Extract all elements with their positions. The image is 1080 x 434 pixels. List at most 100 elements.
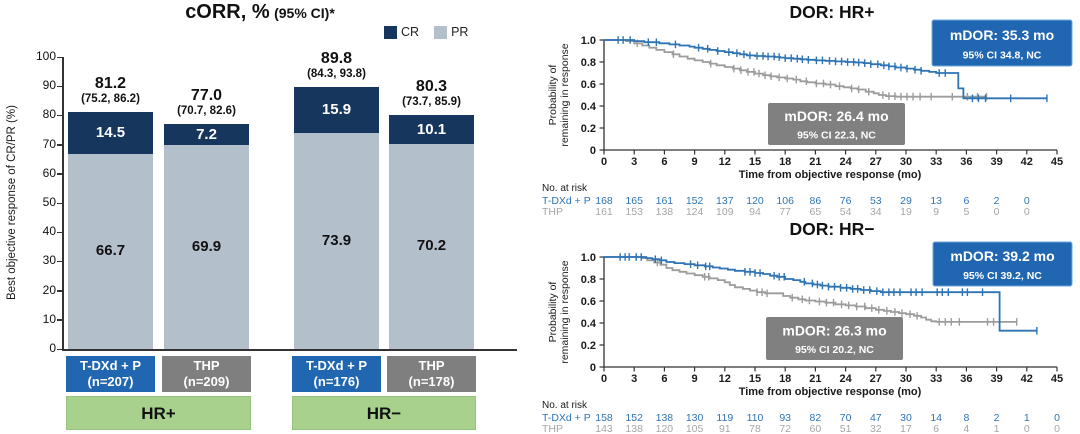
bar-y-tick-label: 10 [42,311,56,326]
mdor-ci: 95% CI 34.8, NC [963,50,1042,62]
km-x-tick-label: 21 [809,156,821,168]
bar-total-label: 77.0 [190,86,223,104]
risk-value: 72 [779,423,791,434]
km-x-axis-label: Time from objective response (mo) [739,169,922,181]
risk-value: 54 [840,206,852,217]
bar-y-tick-label: 0 [49,341,56,355]
arm-n: (n=176) [313,374,360,389]
risk-value: 34 [870,206,882,217]
risk-value: 1 [1024,412,1030,424]
risk-value: 130 [686,412,704,424]
arm-n: (n=207) [87,374,134,389]
risk-value: 109 [716,206,734,217]
risk-value: 158 [595,412,613,424]
arm-name: T-DXd + P [79,358,142,373]
risk-value: 0 [1054,423,1060,434]
arm-label-box: T-DXd + P (n=176) [292,356,381,392]
risk-value: 0 [1024,206,1030,217]
km-x-tick-label: 30 [900,373,912,385]
km-x-tick-label: 0 [601,373,607,385]
risk-value: 152 [686,195,704,207]
bar-y-tick-label: 90 [42,78,56,93]
km-x-tick-label: 39 [990,156,1002,168]
km-x-tick-label: 27 [870,373,882,385]
bar-ci-label: (84.3, 93.8) [307,67,366,80]
km-x-tick-label: 42 [1021,373,1033,385]
km-y-tick-label: 1.0 [581,252,596,264]
risk-value: 161 [656,195,674,207]
arm-label-box: THP (n=209) [162,356,251,392]
bar-segment-pr: 66.7 [68,154,153,349]
bar-y-tick [57,231,62,234]
mdor-value: mDOR: 26.3 mo [782,322,886,338]
bar-y-tick [57,202,62,204]
km-x-tick-label: 24 [839,156,852,168]
mdor-ci: 95% CI 39.2, NC [963,270,1042,282]
bar-y-tick-label: 30 [42,253,56,268]
arm-n: (n=178) [408,374,455,389]
risk-value: 138 [656,206,674,217]
risk-value: 168 [595,195,613,207]
risk-value: 8 [963,412,969,424]
risk-value: 29 [900,195,912,207]
risk-row-name-tdxd: T-DXd + P [542,195,591,207]
risk-value: 65 [810,206,822,217]
risk-value: 14 [930,412,942,424]
km-panel-hr-negative: DOR: HR− Probability of remaining in res… [540,217,1080,434]
mdor-ci: 95% CI 20.2, NC [795,344,874,356]
km-x-tick-label: 0 [601,156,607,168]
bar-y-tick [57,260,62,263]
bar-x-axis [62,349,517,351]
bar-total-label: 81.2 [94,74,127,92]
risk-value: 94 [749,206,761,217]
cr-swatch-icon [384,25,397,39]
bar-y-tick-label: 20 [42,282,56,297]
risk-row-name-thp: THP [542,206,563,217]
risk-value: 77 [779,206,791,217]
arm-n: (n=209) [183,374,230,389]
risk-value: 1 [994,423,1000,434]
km-x-tick-label: 42 [1021,156,1033,168]
risk-value: 19 [900,206,912,217]
km-x-tick-label: 18 [779,156,791,168]
arm-name: THP [418,358,445,373]
risk-value: 152 [625,412,643,424]
mdor-box-thp [766,317,903,360]
bar-y-tick [57,348,62,350]
bar-y-tick [57,56,62,58]
risk-value: 165 [625,195,643,207]
km-y-axis-label-line2: remaining in response [559,260,571,363]
bar-chart-legend: CR PR [384,25,468,39]
risk-value: 138 [625,423,643,434]
mdor-value: mDOR: 39.2 mo [950,248,1054,264]
risk-value: 51 [840,423,852,434]
km-y-tick-label: 0.2 [581,123,596,135]
km-curve-thp [604,39,987,98]
risk-value: 0 [994,206,1000,217]
risk-value: 0 [1054,412,1060,424]
km-x-tick-label: 30 [900,156,912,168]
risk-row-name-tdxd: T-DXd + P [542,412,591,424]
km-x-tick-label: 27 [870,156,882,168]
bar-y-tick [57,85,62,88]
risk-value: 0 [1024,423,1030,434]
legend-item-pr: PR [434,25,468,39]
bar-ci-label: (73.7, 85.9) [402,95,461,108]
km-x-tick-label: 9 [692,373,698,385]
pr-swatch-icon [434,25,448,39]
bar-segment-cr: 7.2 [164,123,249,145]
risk-value: 5 [963,206,969,217]
risk-value: 120 [746,195,764,207]
risk-value: 60 [810,423,822,434]
km-x-tick-label: 39 [990,373,1002,385]
group-label-box: HR+ [66,396,251,430]
risk-value: 93 [779,412,791,424]
bar-segment-cr: 10.1 [389,114,474,144]
risk-value: 30 [900,412,912,424]
km-plot-dynamic-layer: 1.00.80.60.40.200 3 6 9 12 15 18 21 24 27 30 33 36 39… [581,241,1073,434]
km-plot-hr-positive: DOR: HR+ Probability of remaining in res… [542,2,1073,217]
km-curve-tdxd-p [604,256,1037,332]
km-x-tick-label: 9 [692,156,698,168]
km-title-hr-positive: DOR: HR+ [789,2,874,22]
